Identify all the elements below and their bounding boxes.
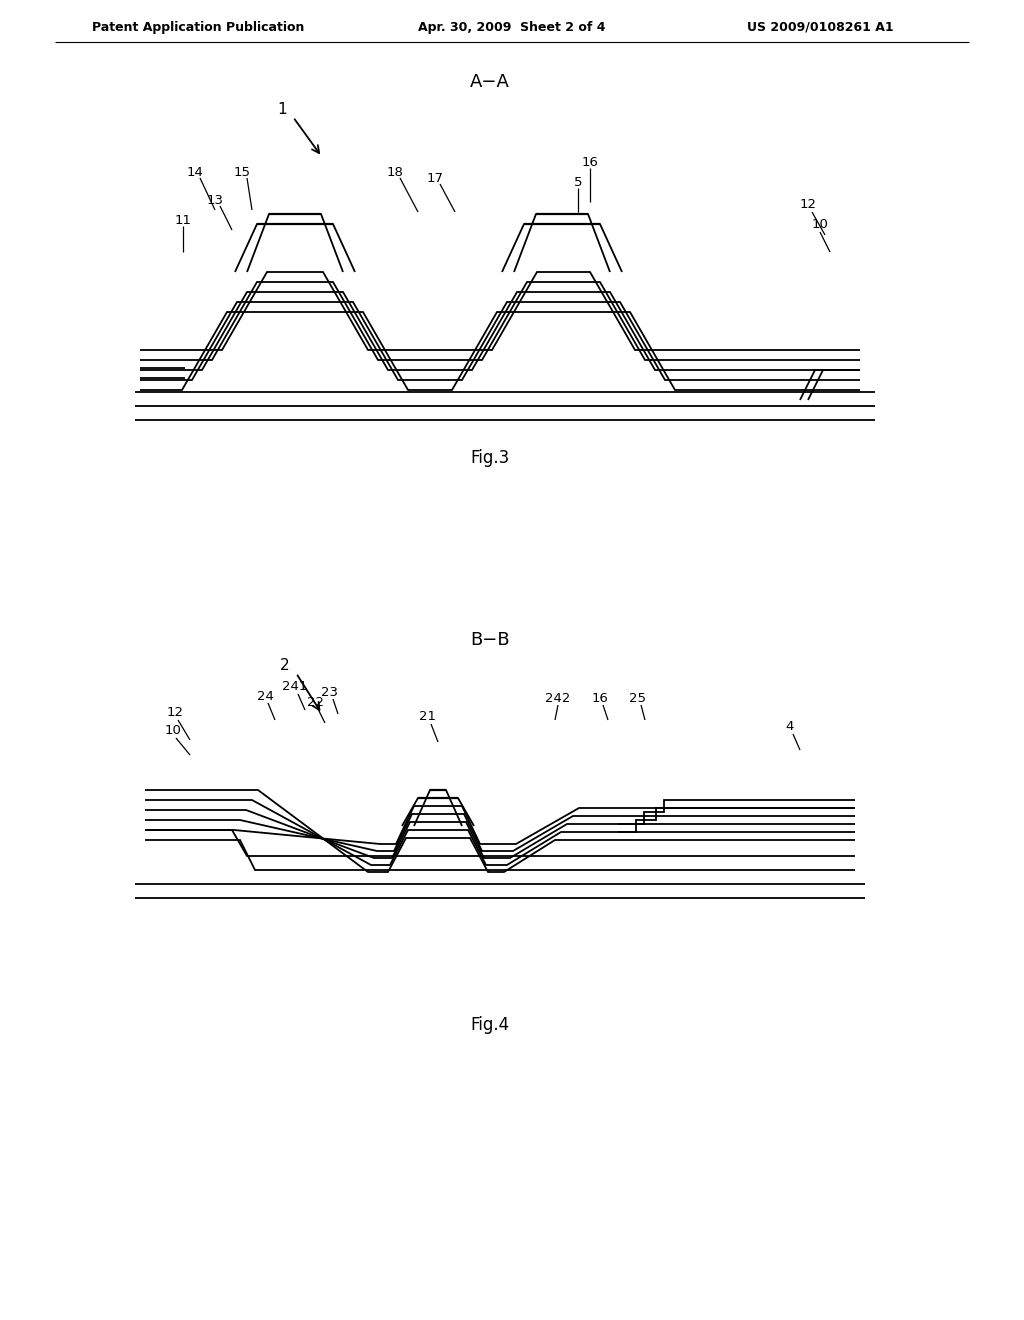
Text: A−A: A−A	[470, 73, 510, 91]
Text: 241: 241	[283, 681, 307, 693]
Text: B−B: B−B	[470, 631, 510, 649]
Text: 11: 11	[174, 214, 191, 227]
Text: 15: 15	[233, 165, 251, 178]
Text: 10: 10	[165, 725, 181, 738]
Text: 18: 18	[387, 165, 403, 178]
Text: 25: 25	[630, 692, 646, 705]
Text: 14: 14	[186, 165, 204, 178]
Text: Apr. 30, 2009  Sheet 2 of 4: Apr. 30, 2009 Sheet 2 of 4	[418, 21, 606, 33]
Text: 16: 16	[582, 156, 598, 169]
Text: Fig.3: Fig.3	[470, 449, 510, 467]
Text: 242: 242	[546, 692, 570, 705]
Text: 5: 5	[573, 176, 583, 189]
Text: 2: 2	[281, 659, 290, 673]
Text: 4: 4	[785, 721, 795, 734]
Text: 16: 16	[592, 692, 608, 705]
Text: 21: 21	[420, 710, 436, 723]
Text: Patent Application Publication: Patent Application Publication	[92, 21, 304, 33]
Text: 12: 12	[167, 706, 183, 719]
Text: 23: 23	[322, 685, 339, 698]
Text: 24: 24	[257, 689, 273, 702]
Text: 17: 17	[427, 172, 443, 185]
Text: 22: 22	[306, 696, 324, 709]
Text: 10: 10	[812, 219, 828, 231]
Text: Fig.4: Fig.4	[470, 1016, 510, 1034]
Text: US 2009/0108261 A1: US 2009/0108261 A1	[746, 21, 893, 33]
Text: 13: 13	[207, 194, 223, 206]
Text: 12: 12	[800, 198, 816, 211]
Text: 1: 1	[278, 103, 287, 117]
